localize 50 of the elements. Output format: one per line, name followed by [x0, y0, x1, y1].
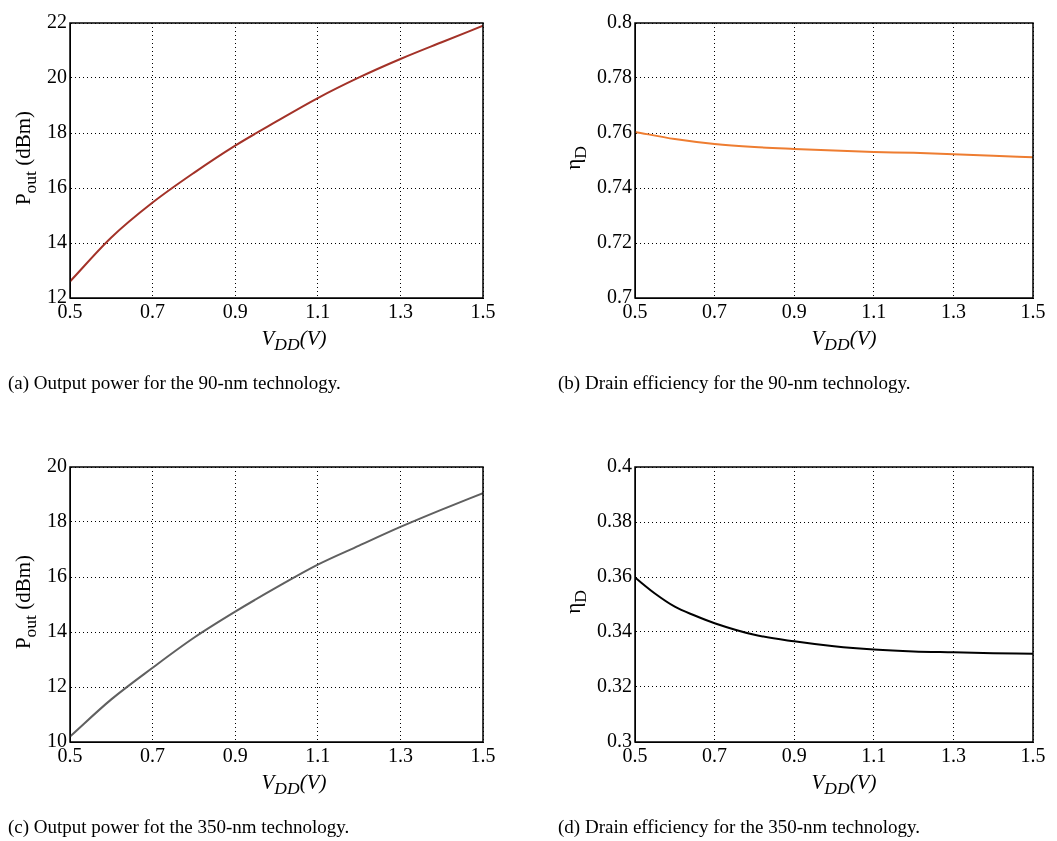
x-tick-label: 1.1	[305, 300, 331, 323]
x-tick-label: 0.7	[702, 300, 728, 323]
y-tick-label: 12	[47, 674, 67, 697]
y-tick-label: 18	[47, 120, 67, 143]
x-tick-label: 1.5	[1020, 300, 1046, 323]
x-tick-label: 0.7	[140, 744, 166, 767]
x-tick-label: 0.9	[781, 300, 807, 323]
x-tick-label: 0.7	[140, 300, 166, 323]
x-tick-label: 1.3	[940, 744, 966, 767]
y-tick-label: 0.4	[607, 454, 632, 477]
text: (a) Output power for the 90-nm technology.	[8, 372, 341, 394]
y-tick-label: 0.36	[597, 564, 632, 587]
x-axis-title: V$_{DD}$(V)	[811, 770, 877, 800]
y-tick-label: 20	[47, 65, 67, 88]
y-tick-label: 22	[47, 10, 67, 33]
x-tick-label: 0.7	[702, 744, 728, 767]
x-tick-label: 0.9	[222, 300, 248, 323]
y-tick-label: 0.8	[607, 10, 632, 33]
text: (c) Output power fot the 350-nm technology.	[8, 816, 350, 838]
y-tick-label: 16	[47, 564, 67, 587]
x-tick-label: 1.5	[470, 300, 496, 323]
y-tick-label: 16	[47, 175, 67, 198]
x-tick-label: 1.5	[470, 744, 496, 767]
x-tick-label: 1.3	[940, 300, 966, 323]
x-axis-title: V$_{DD}$(V)	[811, 326, 877, 356]
y-tick-label: 14	[47, 230, 67, 253]
y-tick-label: 0.76	[597, 120, 632, 143]
x-tick-label: 0.9	[222, 744, 248, 767]
line-series	[70, 492, 483, 738]
y-tick-label: 0.78	[597, 65, 632, 88]
x-tick-label: 1.1	[861, 300, 887, 323]
y-tick-label: 0.38	[597, 509, 632, 532]
text: (d) Drain efficiency for the 350-nm technology.	[558, 816, 920, 838]
y-tick-label: 0.74	[597, 175, 632, 198]
x-tick-label: 0.9	[781, 744, 807, 767]
x-tick-label: 1.1	[861, 744, 887, 767]
y-tick-label: 14	[47, 619, 67, 642]
x-tick-label: 1.5	[1020, 744, 1046, 767]
x-tick-label: 1.1	[305, 744, 331, 767]
x-axis-title: V$_{DD}$(V)	[261, 326, 327, 356]
text: (b) Drain efficiency for the 90-nm technology.	[558, 372, 911, 394]
y-tick-label: 0.72	[597, 230, 632, 253]
y-tick-label: 18	[47, 509, 67, 532]
x-tick-label: 1.3	[387, 300, 413, 323]
y-tick-label: 20	[47, 454, 67, 477]
y-tick-label: 0.32	[597, 674, 632, 697]
x-tick-label: 1.3	[387, 744, 413, 767]
y-tick-label: 0.34	[597, 619, 632, 642]
line-series	[635, 130, 1033, 159]
x-axis-title: V$_{DD}$(V)	[261, 770, 327, 800]
